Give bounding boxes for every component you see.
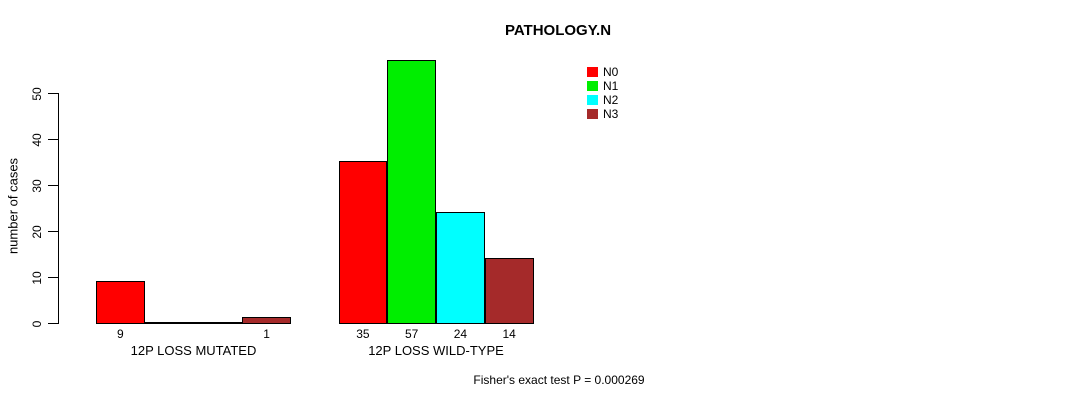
group-label: 12P LOSS MUTATED bbox=[130, 343, 257, 358]
bar bbox=[338, 161, 388, 324]
group-label: 12P LOSS WILD-TYPE bbox=[368, 343, 504, 358]
y-axis-label: number of cases bbox=[5, 157, 21, 255]
legend-swatch bbox=[587, 81, 598, 91]
bar bbox=[242, 317, 291, 324]
y-tick-label: 50 bbox=[30, 86, 44, 101]
legend-label: N1 bbox=[603, 79, 619, 93]
y-tick-label: 10 bbox=[30, 270, 44, 285]
annotation-text: Fisher's exact test P = 0.000269 bbox=[473, 373, 645, 387]
bar-value-label: 14 bbox=[502, 327, 516, 341]
bar bbox=[484, 258, 534, 324]
y-tick bbox=[48, 323, 58, 324]
bar bbox=[96, 281, 145, 324]
y-tick bbox=[48, 277, 58, 278]
bar bbox=[193, 322, 243, 324]
bar bbox=[387, 60, 436, 324]
y-tick bbox=[48, 185, 58, 186]
bar bbox=[144, 322, 194, 324]
y-tick-label: 30 bbox=[30, 178, 44, 193]
y-tick-label: 20 bbox=[30, 224, 44, 239]
legend-swatch bbox=[587, 95, 598, 105]
legend-label: N2 bbox=[603, 93, 619, 107]
y-tick bbox=[48, 139, 58, 140]
bar-value-label: 9 bbox=[117, 327, 124, 341]
bar-value-label: 57 bbox=[404, 327, 419, 341]
bar bbox=[436, 212, 485, 324]
bar-value-label: 35 bbox=[356, 327, 370, 341]
y-tick bbox=[48, 231, 58, 232]
y-axis-line bbox=[58, 93, 59, 324]
y-tick bbox=[48, 93, 58, 94]
legend-label: N0 bbox=[603, 65, 619, 79]
y-tick-label: 40 bbox=[30, 132, 44, 147]
bar-value-label: 1 bbox=[263, 327, 270, 341]
y-tick-label: 0 bbox=[30, 320, 44, 327]
bar-value-label: 24 bbox=[453, 327, 468, 341]
chart-title: PATHOLOGY.N bbox=[504, 22, 612, 39]
legend-swatch bbox=[587, 109, 598, 119]
legend-label: N3 bbox=[603, 107, 619, 121]
legend-swatch bbox=[587, 67, 598, 77]
